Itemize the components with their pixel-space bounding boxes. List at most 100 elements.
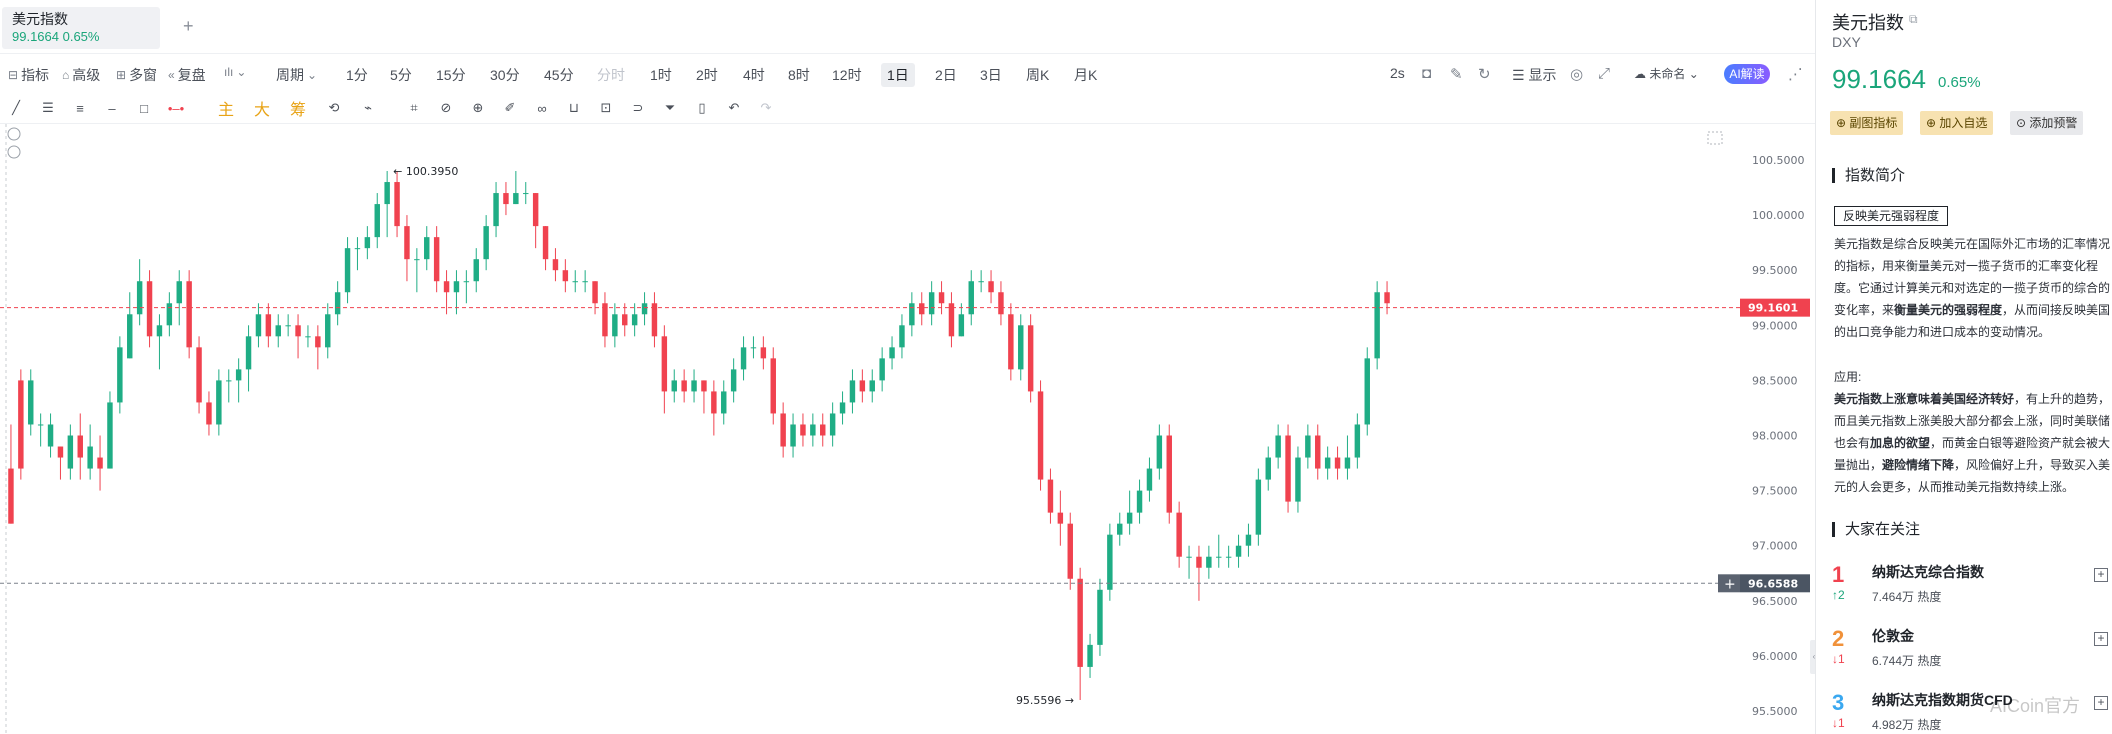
channel-icon[interactable]: ≡ [76,100,84,116]
timeframe-1日[interactable]: 1日 [881,63,915,87]
indicators-button[interactable]: ⊟ 指标 [8,65,49,85]
timeframe-15分[interactable]: 15分 [436,67,466,83]
candle-body [622,314,628,326]
refresh-interval[interactable]: 2s [1390,65,1405,81]
timeframe-1时[interactable]: 1时 [650,67,672,83]
timeframe-周K[interactable]: 周K [1026,67,1050,83]
main-toggle[interactable]: 主 [217,102,234,119]
sub-indicator-button[interactable]: ⊕ 副图指标 [1830,111,1904,135]
ai-interpret-button[interactable]: AI解读 [1724,64,1770,84]
add-tab-button[interactable]: + [183,16,194,36]
popular-heat: 4.982万 热度 [1872,718,1942,732]
chip-toggle[interactable]: 筹 [289,102,306,119]
brush-icon[interactable]: ⌁ [364,100,372,115]
candle-body [216,380,222,425]
usage-line-3: 也会有加息的欲望，而黄金白银等避险资产就会被大 [1834,432,2112,454]
crop-icon[interactable]: ⌗ [410,100,418,115]
candle-body [879,358,885,381]
undo-layout-icon[interactable]: ↻ [1478,66,1491,83]
timeframe-30分[interactable]: 30分 [490,67,520,83]
sync-icon[interactable]: ⟲ [328,100,340,115]
candle-body [641,303,648,315]
candle-body [1018,325,1024,370]
add-watch-icon[interactable]: + [2094,568,2108,582]
camera-icon[interactable]: ◘ [1422,65,1432,82]
intro-line-2: 的指标，用来衡量美元对一揽子货币的汇率变化程 [1834,259,2099,273]
timeframe-2时[interactable]: 2时 [696,67,718,83]
layout-dropdown[interactable]: ☁ 未命名 ⌄ [1634,65,1699,82]
target-icon[interactable]: ◎ [1570,66,1584,83]
intro-tag: 反映美元强弱程度 [1834,206,1949,226]
expand-circle-icon [7,145,21,159]
trash-icon[interactable]: ▯ [698,100,706,115]
chart-toolbar: ⊟ 指标 ⌂ 高级 ⊞ 多窗 «复盘 ılı ⌄ 周期 ⌄ 1分 5分 15分 30分 45分 分时… [0,58,1815,92]
timeframe-4时[interactable]: 4时 [743,67,765,83]
add-watch-icon[interactable]: + [2094,696,2108,710]
timeframe-3日[interactable]: 3日 [980,67,1002,83]
usage-highlight: 加息的欲望 [1870,436,1931,450]
advanced-button[interactable]: ⌂ 高级 [62,65,100,85]
candle-body [582,281,588,283]
ruler-icon[interactable]: ⊘ [440,100,452,115]
timeframe-45分[interactable]: 45分 [544,67,574,83]
popular-item[interactable]: 2 伦敦金 ↓1 6.744万 热度 + [1832,624,2112,680]
link-icon[interactable]: ∞ [537,100,547,116]
trendline-icon[interactable]: ╱ [12,100,20,115]
marker-icon[interactable]: ✐ [504,100,516,115]
timeframe-8时[interactable]: 8时 [788,67,810,83]
filter-icon[interactable]: ⏷ [664,100,676,115]
list-icon: ☰ [1512,67,1525,83]
copy-icon[interactable]: ⧉ [1909,12,1918,26]
popular-name[interactable]: 纳斯达克综合指数 [1872,564,1984,580]
timeframe-12时[interactable]: 12时 [832,67,862,83]
candle-body [542,226,549,260]
tab-dxy[interactable]: 美元指数 99.1664 0.65% [2,7,160,49]
timeframe-分时[interactable]: 分时 [597,67,625,83]
timeframe-2日[interactable]: 2日 [935,67,957,83]
dots-line-icon[interactable]: •–• [167,100,185,116]
parallel-lines-icon[interactable]: ☰ [42,100,54,115]
big-order-toggle[interactable]: 大 [253,102,270,119]
replay-button[interactable]: «复盘 [168,65,206,85]
popular-trend: ↑2 [1832,588,1845,602]
zoom-icon[interactable]: ⊕ [472,100,484,115]
magnet-icon[interactable]: ⊃ [632,100,644,115]
popular-name[interactable]: 伦敦金 [1872,628,1914,644]
horizontal-line-icon[interactable]: – [108,100,116,116]
plus-circle-icon: ⊕ [1926,116,1937,130]
display-button[interactable]: ☰ 显示 [1512,65,1556,85]
edit-icon[interactable]: ⊡ [600,100,612,115]
add-alert-button[interactable]: ⊙ 添加预警 [2010,111,2084,135]
candle-body [67,435,74,469]
popular-item[interactable]: 1 纳斯达克综合指数 ↑2 7.464万 热度 + [1832,560,2112,616]
popular-item[interactable]: 3 纳斯达克指数期货CFD ↓1 4.982万 热度 + [1832,688,2112,734]
candle-icon: ılı [224,65,234,79]
watermark: AICoin官方 [1990,696,2081,716]
pen-icon[interactable]: ✎ [1450,66,1463,83]
timeframe-5分[interactable]: 5分 [390,67,412,83]
rectangle-icon[interactable]: □ [140,100,148,116]
candle-body [612,314,618,337]
y-tick-label: 98.5000 [1752,374,1798,387]
multi-window-button[interactable]: ⊞ 多窗 [116,65,157,85]
undo-icon[interactable]: ↶ [728,100,740,115]
candle-body [1008,314,1014,370]
candle-body [681,380,687,392]
period-dropdown[interactable]: 周期 ⌄ [276,65,317,85]
fullscreen-icon[interactable]: ⤢ [1598,65,1611,82]
high-annotation: ← 100.3950 [393,165,458,178]
redo-icon[interactable]: ↷ [760,100,772,115]
timeframe-月K[interactable]: 月K [1074,67,1098,83]
chart-canvas[interactable]: 100.5000 100.0000 99.5000 99.0000 98.5000 98.… [0,124,1815,734]
lock-icon[interactable]: ⊔ [568,100,580,115]
chart-type-button[interactable]: ılı ⌄ [224,65,246,79]
timeframe-1分[interactable]: 1分 [346,67,368,83]
share-icon[interactable]: ⋰ [1788,66,1803,83]
popular-name[interactable]: 纳斯达克指数期货CFD [1872,692,2013,708]
intro-section-title: 指数简介 [1832,168,1905,183]
collapse-panel-handle[interactable]: ‹ [1810,640,1818,674]
y-tick-label: 96.0000 [1752,650,1798,663]
add-watch-icon[interactable]: + [2094,632,2108,646]
candlestick-chart[interactable]: 100.5000 100.0000 99.5000 99.0000 98.5000 98.… [0,124,1815,734]
add-watchlist-button[interactable]: ⊕ 加入自选 [1920,111,1994,135]
